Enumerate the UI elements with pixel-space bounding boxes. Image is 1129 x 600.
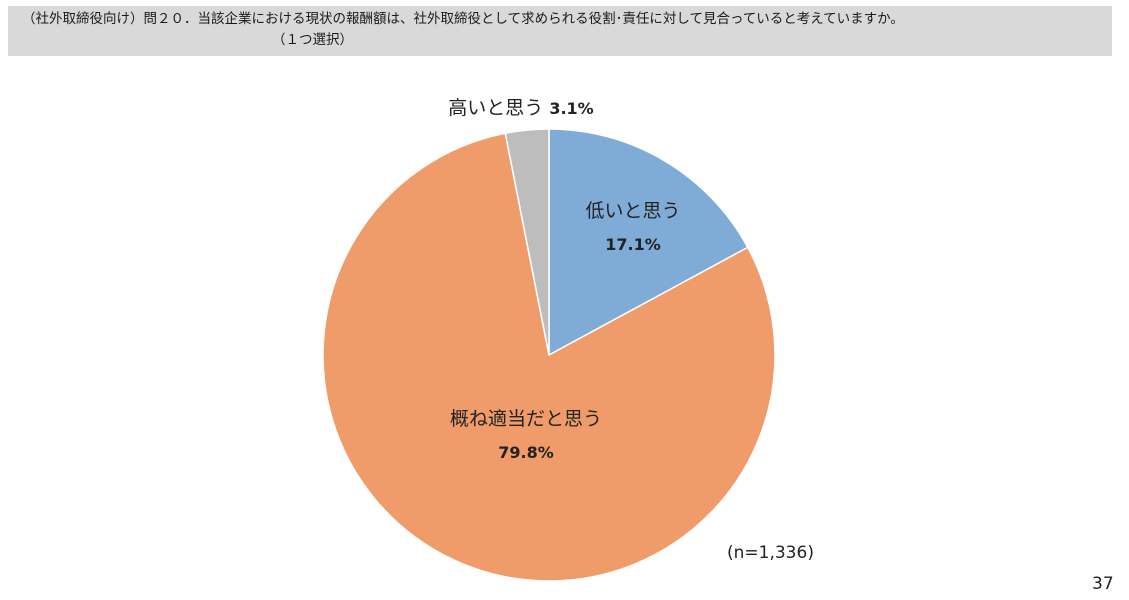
question-text: （社外取締役向け）問２０．当該企業における現状の報酬額は、社外取締役として求めら… bbox=[22, 11, 904, 27]
slice-value-label: 17.1% bbox=[605, 235, 661, 254]
slice-category-label: 低いと思う bbox=[585, 200, 680, 222]
pie-labels: 低いと思う 17.1% 概ね適当だと思う 79.8% 高いと思う 3.1% bbox=[448, 97, 680, 462]
slice-category-label: 高いと思う bbox=[448, 97, 549, 119]
pie-slices bbox=[322, 128, 776, 582]
question-box: （社外取締役向け）問２０．当該企業における現状の報酬額は、社外取締役として求めら… bbox=[8, 6, 1112, 56]
pie-slice bbox=[504, 128, 550, 356]
slice-value-label: 3.1% bbox=[549, 99, 593, 118]
slice-category-label: 概ね適当だと思う bbox=[450, 408, 602, 430]
sample-size-note: (n=1,336) bbox=[727, 543, 814, 563]
page-number: 37 bbox=[1092, 574, 1114, 594]
slice-label: 高いと思う 3.1% bbox=[448, 97, 593, 119]
pie-slice bbox=[548, 128, 749, 357]
question-instruction: （１つ選択） bbox=[272, 32, 353, 48]
pie-slice bbox=[322, 132, 776, 582]
slice-value-label: 79.8% bbox=[498, 443, 554, 462]
